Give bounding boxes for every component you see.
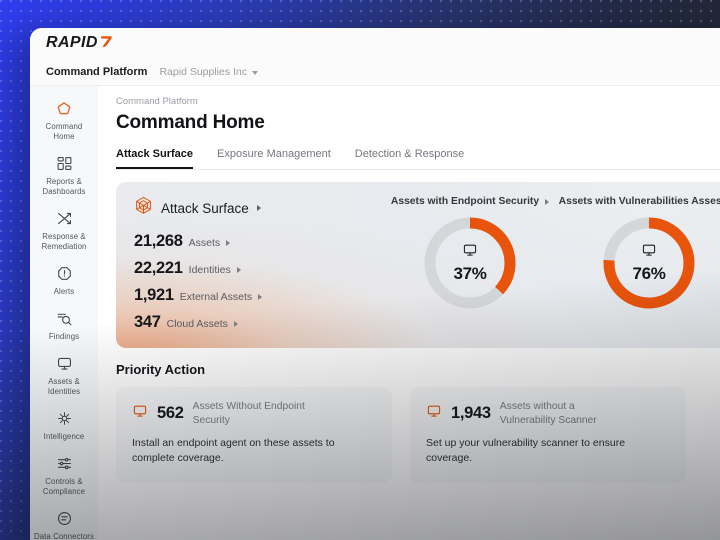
donut-endpoint-security[interactable]: Assets with Endpoint Security: [386, 196, 554, 348]
priority-card-value: 1,943: [451, 404, 491, 423]
chevron-right-icon: [256, 205, 261, 211]
sidebar: Command Home Reports & Dashboards: [30, 86, 98, 540]
data-connector-icon: [54, 509, 74, 529]
sidebar-item-response-remediation[interactable]: Response & Remediation: [32, 204, 96, 257]
page-title: Command Home: [116, 112, 265, 133]
findings-search-icon: [54, 309, 74, 329]
sidebar-item-label: Intelligence: [43, 431, 85, 441]
donut-percent: 76%: [632, 264, 666, 283]
attack-surface-card: Attack Surface 21,268 Assets 22,221 Iden…: [116, 182, 720, 348]
priority-card-label: Assets Without Endpoint Security: [192, 401, 305, 426]
metric-value: 1,921: [134, 286, 174, 304]
priority-card-header: 562 Assets Without Endpoint Security: [132, 400, 376, 427]
donut-label-row: Assets with Vulnerabilities Assessed: [559, 196, 720, 207]
rapid7-logo[interactable]: RAPID: [46, 34, 113, 52]
attack-surface-donuts: Assets with Endpoint Security: [386, 182, 720, 348]
metric-external-assets[interactable]: 1,921 External Assets: [134, 286, 386, 305]
metric-label: External Assets: [179, 291, 253, 303]
metric-value: 347: [134, 313, 161, 331]
sidebar-item-label: Controls & Compliance: [42, 476, 86, 496]
sliders-icon: [54, 454, 74, 474]
brand-bar: RAPID: [30, 28, 720, 58]
metric-label: Identities: [188, 264, 231, 276]
sidebar-item-label: Alerts: [53, 286, 75, 296]
donut-title: Assets with Vulnerabilities Assessed: [558, 196, 720, 207]
priority-action-row: 562 Assets Without Endpoint Security Ins…: [116, 387, 720, 483]
monitor-alert-icon: [426, 403, 442, 424]
sidebar-item-assets-identities[interactable]: Assets & Identities: [32, 349, 96, 402]
intelligence-node-icon: [54, 409, 74, 429]
attack-surface-metrics: Attack Surface 21,268 Assets 22,221 Iden…: [116, 182, 386, 348]
monitor-alert-icon: [132, 403, 148, 424]
priority-card-endpoint-security[interactable]: 562 Assets Without Endpoint Security Ins…: [116, 387, 392, 483]
priority-card-description: Set up your vulnerability scanner to ens…: [426, 437, 626, 465]
donut-vulnerabilities-assessed[interactable]: Assets with Vulnerabilities Assessed: [554, 196, 720, 348]
donut-label-row: Assets with Endpoint Security: [390, 196, 550, 207]
org-selector[interactable]: Rapid Supplies Inc: [159, 65, 259, 78]
sidebar-item-label: Data Connectors: [34, 531, 95, 540]
donut-center-vulnerabilities: 76%: [599, 213, 699, 313]
sidebar-item-label: Response & Remediation: [41, 231, 87, 251]
priority-card-header: 1,943 Assets without a Vulnerability Sca…: [426, 400, 670, 427]
sidebar-item-controls-compliance[interactable]: Controls & Compliance: [32, 449, 96, 502]
logo-seven-icon: [100, 35, 113, 48]
sidebar-item-intelligence[interactable]: Intelligence: [32, 404, 96, 447]
priority-card-value: 562: [157, 404, 184, 423]
alert-exclamation-icon: [54, 264, 74, 284]
priority-card-label: Assets without a Vulnerability Scanner: [499, 401, 597, 426]
tab-exposure-management[interactable]: Exposure Management: [217, 148, 331, 160]
attack-surface-mesh-icon: [134, 196, 153, 220]
app-window: RAPID Command Platform Rapid Supplies In…: [30, 28, 720, 540]
sidebar-item-label: Assets & Identities: [47, 376, 81, 396]
sidebar-item-label: Command Home: [45, 122, 83, 141]
breadcrumb: Command Platform: [116, 96, 198, 107]
metric-cloud-assets[interactable]: 347 Cloud Assets: [134, 313, 386, 332]
attack-surface-header[interactable]: Attack Surface: [134, 196, 386, 220]
sidebar-item-findings[interactable]: Findings: [32, 304, 96, 347]
chevron-right-icon: [233, 321, 238, 327]
shuffle-arrows-icon: [54, 209, 74, 229]
sidebar-item-alerts[interactable]: Alerts: [32, 259, 96, 302]
donut-chart-vulnerabilities: 76%: [599, 213, 699, 313]
dashboard-grid-icon: [54, 154, 74, 174]
donut-center-endpoint: 37%: [420, 213, 520, 313]
chevron-right-icon: [258, 294, 263, 300]
org-bar: Command Platform Rapid Supplies Inc: [30, 58, 720, 86]
sidebar-item-label: Findings: [48, 331, 80, 341]
org-name: Rapid Supplies Inc: [159, 65, 248, 78]
metric-identities[interactable]: 22,221 Identities: [134, 259, 386, 278]
window-body: Command Home Reports & Dashboards: [30, 86, 720, 540]
metric-assets[interactable]: 21,268 Assets: [134, 232, 386, 251]
platform-label: Command Platform: [46, 65, 148, 78]
monitor-icon: [54, 354, 74, 374]
metric-label: Assets: [188, 237, 221, 249]
attack-surface-title: Attack Surface: [161, 200, 249, 216]
metric-value: 21,268: [134, 232, 183, 250]
metric-value: 22,221: [134, 259, 183, 277]
monitor-icon: [641, 242, 657, 263]
tab-attack-surface[interactable]: Attack Surface: [116, 148, 194, 169]
priority-action-title: Priority Action: [116, 362, 206, 377]
donut-percent: 37%: [453, 264, 487, 283]
sidebar-item-reports-dashboards[interactable]: Reports & Dashboards: [32, 149, 96, 202]
logo-wordmark: RAPID: [46, 34, 98, 51]
priority-card-description: Install an endpoint agent on these asset…: [132, 437, 335, 465]
donut-title: Assets with Endpoint Security: [390, 196, 540, 207]
donut-chart-endpoint: 37%: [420, 213, 520, 313]
chevron-right-icon: [545, 198, 550, 205]
tab-bar: Attack Surface Exposure Management Detec…: [116, 148, 720, 170]
chevron-right-icon: [236, 267, 241, 273]
sidebar-item-label: Reports & Dashboards: [42, 176, 86, 196]
metric-label: Cloud Assets: [166, 318, 228, 330]
tab-detection-response[interactable]: Detection & Response: [354, 148, 465, 160]
priority-card-vulnerability-scanner[interactable]: 1,943 Assets without a Vulnerability Sca…: [410, 387, 686, 483]
sidebar-item-command-home[interactable]: Command Home: [32, 94, 96, 147]
chevron-down-icon: [252, 70, 259, 75]
monitor-icon: [462, 242, 478, 263]
chevron-right-icon: [226, 240, 231, 246]
home-pentagon-icon: [54, 99, 74, 119]
main-content: Command Platform Command Home Attack Sur…: [98, 86, 720, 540]
sidebar-item-data-connectors[interactable]: Data Connectors: [32, 504, 96, 540]
